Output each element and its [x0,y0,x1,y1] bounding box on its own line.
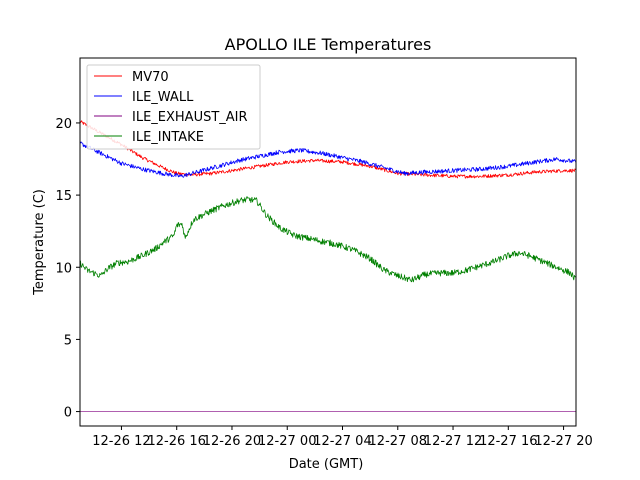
y-axis-ticks: 0 5 10 15 20 [55,117,80,421]
legend-label-ile-exhaust-air: ILE_EXHAUST_AIR [132,110,248,125]
y-tick-label: 10 [55,261,72,276]
y-tick-label: 20 [55,117,72,132]
x-tick-label: 12-26 20 [203,434,261,449]
x-tick-label: 12-26 12 [92,434,150,449]
plot-frame [79,57,577,427]
series-line-ile-intake [80,196,576,283]
series-line-ile-wall [80,141,576,178]
x-tick-label: 12-27 12 [424,434,482,449]
legend-label-ile-wall: ILE_WALL [132,90,194,105]
legend: MV70 ILE_WALL ILE_EXHAUST_AIR ILE_INTAKE [86,64,261,150]
y-tick-label: 0 [64,406,72,421]
x-tick-label: 12-27 08 [369,434,427,449]
legend-label-mv70: MV70 [132,70,169,85]
legend-label-ile-intake: ILE_INTAKE [132,130,204,145]
legend-box [86,64,261,150]
series-layer [80,120,576,412]
x-tick-label: 12-27 16 [479,434,537,449]
y-tick-label: 5 [64,333,72,348]
x-tick-label: 12-27 00 [258,434,316,449]
x-tick-label: 12-26 16 [147,434,205,449]
x-axis-label: Date (GMT) [289,457,364,472]
x-tick-label: 12-27 20 [534,434,592,449]
y-axis-label: Temperature (C) [32,189,47,296]
chart-title: APOLLO ILE Temperatures [225,35,432,54]
y-tick-label: 15 [55,189,72,204]
x-tick-label: 12-27 04 [313,434,371,449]
series-line-mv70 [80,120,576,179]
